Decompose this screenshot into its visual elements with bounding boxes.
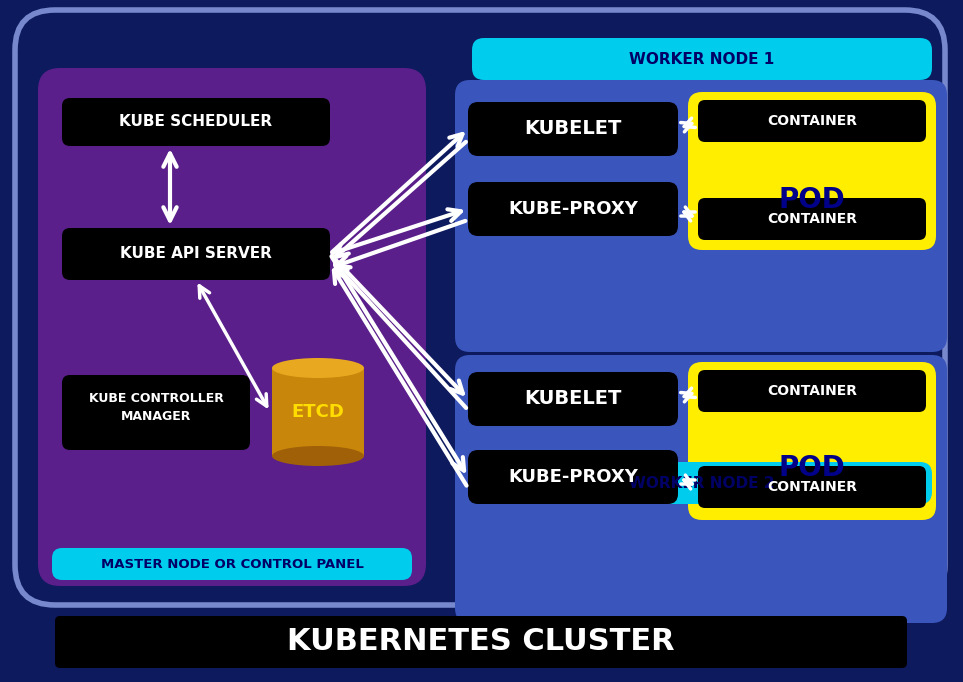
Text: KUBELET: KUBELET <box>524 389 622 409</box>
Ellipse shape <box>272 358 364 378</box>
Text: POD: POD <box>779 454 846 482</box>
Text: CONTAINER: CONTAINER <box>767 212 857 226</box>
FancyArrowPatch shape <box>331 256 464 471</box>
Text: MANAGER: MANAGER <box>120 409 192 423</box>
FancyBboxPatch shape <box>698 370 926 412</box>
Text: CONTAINER: CONTAINER <box>767 114 857 128</box>
FancyArrowPatch shape <box>335 265 466 408</box>
FancyArrowPatch shape <box>681 475 695 489</box>
FancyArrowPatch shape <box>337 221 465 267</box>
FancyArrowPatch shape <box>164 153 176 220</box>
Text: ETCD: ETCD <box>292 403 345 421</box>
FancyArrowPatch shape <box>681 207 695 221</box>
Text: KUBE-PROXY: KUBE-PROXY <box>508 468 638 486</box>
Text: WORKER NODE 1: WORKER NODE 1 <box>630 52 774 67</box>
FancyBboxPatch shape <box>472 38 932 80</box>
Text: KUBELET: KUBELET <box>524 119 622 138</box>
FancyBboxPatch shape <box>62 375 250 450</box>
FancyBboxPatch shape <box>688 92 936 250</box>
Text: POD: POD <box>779 186 846 214</box>
FancyBboxPatch shape <box>62 228 330 280</box>
Text: WORKER NODE 2: WORKER NODE 2 <box>629 475 775 490</box>
FancyBboxPatch shape <box>468 102 678 156</box>
FancyBboxPatch shape <box>62 98 330 146</box>
FancyBboxPatch shape <box>698 198 926 240</box>
FancyBboxPatch shape <box>468 372 678 426</box>
Bar <box>272 368 364 456</box>
FancyBboxPatch shape <box>38 68 426 586</box>
FancyBboxPatch shape <box>698 466 926 508</box>
FancyArrowPatch shape <box>334 270 466 486</box>
FancyArrowPatch shape <box>332 256 463 394</box>
FancyBboxPatch shape <box>15 10 945 605</box>
FancyArrowPatch shape <box>681 118 695 132</box>
Text: KUBE SCHEDULER: KUBE SCHEDULER <box>119 115 273 130</box>
FancyBboxPatch shape <box>468 182 678 236</box>
Text: MASTER NODE OR CONTROL PANEL: MASTER NODE OR CONTROL PANEL <box>100 557 363 571</box>
Text: CONTAINER: CONTAINER <box>767 480 857 494</box>
FancyArrowPatch shape <box>681 388 695 402</box>
FancyBboxPatch shape <box>472 462 932 504</box>
Ellipse shape <box>272 446 364 466</box>
FancyBboxPatch shape <box>468 450 678 504</box>
FancyArrowPatch shape <box>332 209 461 253</box>
FancyArrowPatch shape <box>335 142 466 257</box>
FancyArrowPatch shape <box>332 134 462 252</box>
Text: CONTAINER: CONTAINER <box>767 384 857 398</box>
Text: KUBE-PROXY: KUBE-PROXY <box>508 200 638 218</box>
Text: KUBERNETES CLUSTER: KUBERNETES CLUSTER <box>287 627 675 657</box>
Text: KUBE API SERVER: KUBE API SERVER <box>120 246 272 261</box>
FancyBboxPatch shape <box>455 355 947 623</box>
FancyArrowPatch shape <box>199 286 267 406</box>
FancyBboxPatch shape <box>455 80 947 352</box>
FancyBboxPatch shape <box>55 616 907 668</box>
FancyBboxPatch shape <box>698 100 926 142</box>
Text: KUBE CONTROLLER: KUBE CONTROLLER <box>89 391 223 404</box>
FancyBboxPatch shape <box>52 548 412 580</box>
FancyBboxPatch shape <box>688 362 936 520</box>
